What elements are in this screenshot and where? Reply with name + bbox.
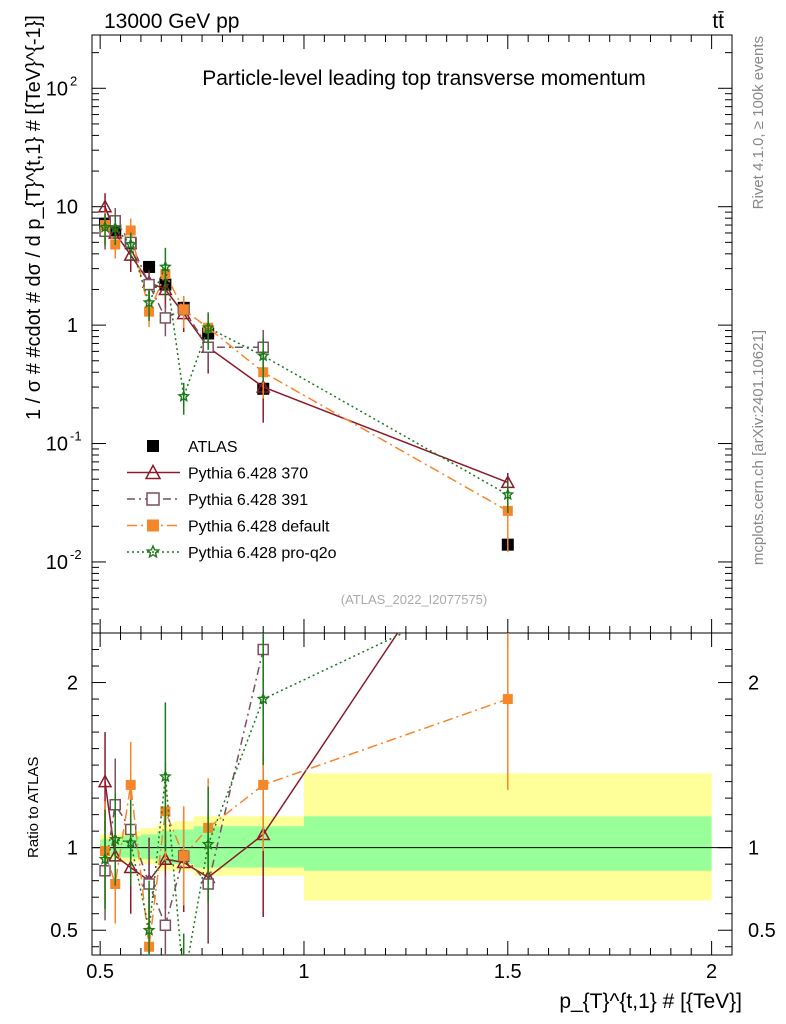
legend-entry-1-label: Pythia 6.428 370 <box>188 466 308 483</box>
x-tick-label: 1 <box>298 961 309 983</box>
series-4-ratio-point <box>142 923 156 936</box>
series-2-point <box>159 312 172 324</box>
legend-entry-0-marker <box>147 440 159 452</box>
ratio-tick-label: 2 <box>67 673 78 695</box>
series-4-ratio-point <box>108 832 122 845</box>
series-3-point <box>125 225 136 236</box>
legend-entry-4-marker <box>145 544 161 559</box>
legend-entry-3-marker <box>147 519 159 532</box>
series-3-ratio-point <box>502 694 513 705</box>
series-2-ratio-point <box>159 919 172 932</box>
series-1-ratio-point <box>158 851 173 865</box>
series-4-point <box>201 320 215 334</box>
legend-entry-3-label: Pythia 6.428 default <box>188 519 330 536</box>
series-1-point <box>123 247 138 261</box>
series-3-ratio-point <box>258 779 269 790</box>
series-4-point <box>98 220 112 233</box>
ratio-y-axis-label: Ratio to ATLAS <box>25 757 42 858</box>
x-tick-label: 1.5 <box>494 961 522 983</box>
series-3-point <box>178 304 189 315</box>
legend-entry-1-marker <box>144 463 162 480</box>
y-tick-label: 1 <box>67 315 78 337</box>
legend-entry-4-label: Pythia 6.428 pro-q2o <box>188 545 337 562</box>
series-4-ratio-point <box>158 769 172 783</box>
energy-label: 13000 GeV pp <box>104 10 239 33</box>
series-0-point <box>143 260 156 273</box>
series-2-point <box>143 278 155 291</box>
ratio-uncertainty-bands <box>92 773 732 901</box>
series-4-ratio-point <box>124 835 138 849</box>
series-1-ratio-point <box>97 774 113 788</box>
series-4-ratio-point <box>179 978 189 987</box>
series-3-ratio-point <box>178 850 189 861</box>
y-tick-exponent: 2 <box>70 73 77 88</box>
series-4-point <box>142 295 156 309</box>
y-tick-label: 10 <box>46 78 68 100</box>
series-4-ratio-point <box>201 837 215 850</box>
process-label: tt̄ <box>712 10 724 33</box>
y-tick-label: 10 <box>46 552 68 574</box>
y-tick-exponent: -2 <box>70 547 82 562</box>
legend-entry-0-label: ATLAS <box>188 439 238 456</box>
series-4-ratio-point <box>503 579 513 588</box>
ratio-tick-label-right: 2 <box>748 673 759 695</box>
y-tick-label: 10 <box>46 434 68 456</box>
legend-entry-2-label: Pythia 6.428 391 <box>188 492 308 509</box>
series-4-point <box>501 487 515 501</box>
series-4-point <box>158 260 172 273</box>
legend: ATLAS Pythia 6.428 370 Pythia 6.428 391 Pyt… <box>127 439 337 562</box>
chart-title: Particle-level leading top transverse mo… <box>202 67 646 90</box>
ratio-tick-label-right: 1 <box>748 838 759 860</box>
series-4-point <box>177 389 191 402</box>
main-series-layer <box>97 193 516 552</box>
ratio-tick-label: 1 <box>67 838 78 860</box>
ratio-band-inner <box>303 816 712 871</box>
analysis-id: (ATLAS_2022_I2077575) <box>341 592 487 607</box>
series-4-point <box>124 237 138 250</box>
ratio-series-layer <box>97 462 514 987</box>
ratio-tick-label: 0.5 <box>50 920 78 942</box>
series-4-ratio-point <box>98 852 112 865</box>
main-plot-frame <box>91 34 733 634</box>
y-tick-exponent: -1 <box>70 429 82 444</box>
x-tick-label: 2 <box>706 961 717 983</box>
ratio-plot-frame <box>91 632 733 956</box>
ratio-tick-label-right: 0.5 <box>748 920 776 942</box>
legend-entry-2-marker <box>146 492 160 506</box>
series-1-ratio-point <box>502 462 514 473</box>
rivet-label: Rivet 4.1.0, ≥ 100k events <box>750 36 767 209</box>
series-4-ratio-point <box>256 692 270 705</box>
series-4-point <box>108 221 122 234</box>
y-tick-label: 10 <box>56 197 78 219</box>
series-4-point <box>256 349 270 362</box>
site-label: mcplots.cern.ch [arXiv:2401.10621] <box>750 330 767 565</box>
x-axis-label: p_{T}^{t,1} # [{TeV}] <box>559 990 742 1013</box>
series-3-ratio-point <box>125 779 136 790</box>
y-axis-label: 1 / σ # #cdot # dσ / d p_{T}^{t,1} # [{T… <box>23 15 45 420</box>
x-tick-label: 0.5 <box>86 961 114 983</box>
